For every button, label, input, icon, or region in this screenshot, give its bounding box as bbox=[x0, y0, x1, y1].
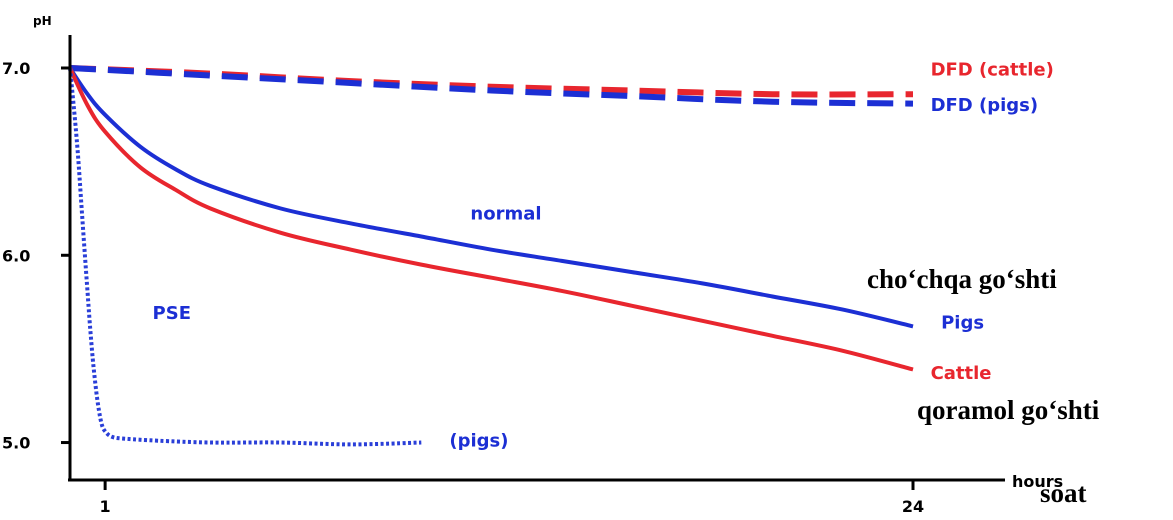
note-cattle-meat: qoramol go‘shti bbox=[917, 395, 1100, 425]
y-tick-label-0: 5.0 bbox=[2, 434, 30, 453]
y-tick-label-2: 7.0 bbox=[2, 59, 30, 78]
x-tick-label-1: 24 bbox=[902, 497, 924, 516]
series-line-2 bbox=[68, 66, 914, 329]
note-time: soat bbox=[1040, 478, 1087, 508]
series-line-3 bbox=[68, 67, 914, 372]
x-tick-label-0: 1 bbox=[100, 497, 111, 516]
series-annotation-3: PSE bbox=[153, 303, 191, 324]
series-line-1 bbox=[69, 65, 914, 107]
series-line-4 bbox=[68, 67, 422, 447]
series-annotation-2: normal bbox=[470, 204, 541, 225]
note-pigs-meat: cho‘chqa go‘shti bbox=[867, 264, 1057, 294]
series-annotation-4: Pigs bbox=[941, 312, 984, 333]
labels-layer: DFD (cattle) DFD (pigs) normal PSE Pigs Cattl… bbox=[153, 59, 1054, 451]
x-axis-title: hours bbox=[1012, 472, 1063, 491]
y-axis-title: pH bbox=[33, 14, 52, 28]
series-annotation-1: DFD (pigs) bbox=[931, 95, 1039, 116]
series-annotation-0: DFD (cattle) bbox=[931, 59, 1054, 80]
series-layer bbox=[68, 65, 914, 447]
y-tick-label-1: 6.0 bbox=[2, 246, 30, 265]
series-annotation-5: Cattle bbox=[931, 363, 992, 384]
series-line-0 bbox=[69, 65, 914, 98]
axes-layer: 5.0 6.0 7.0 1 24 pH hours bbox=[2, 14, 1063, 516]
series-annotation-6: (pigs) bbox=[449, 430, 508, 451]
